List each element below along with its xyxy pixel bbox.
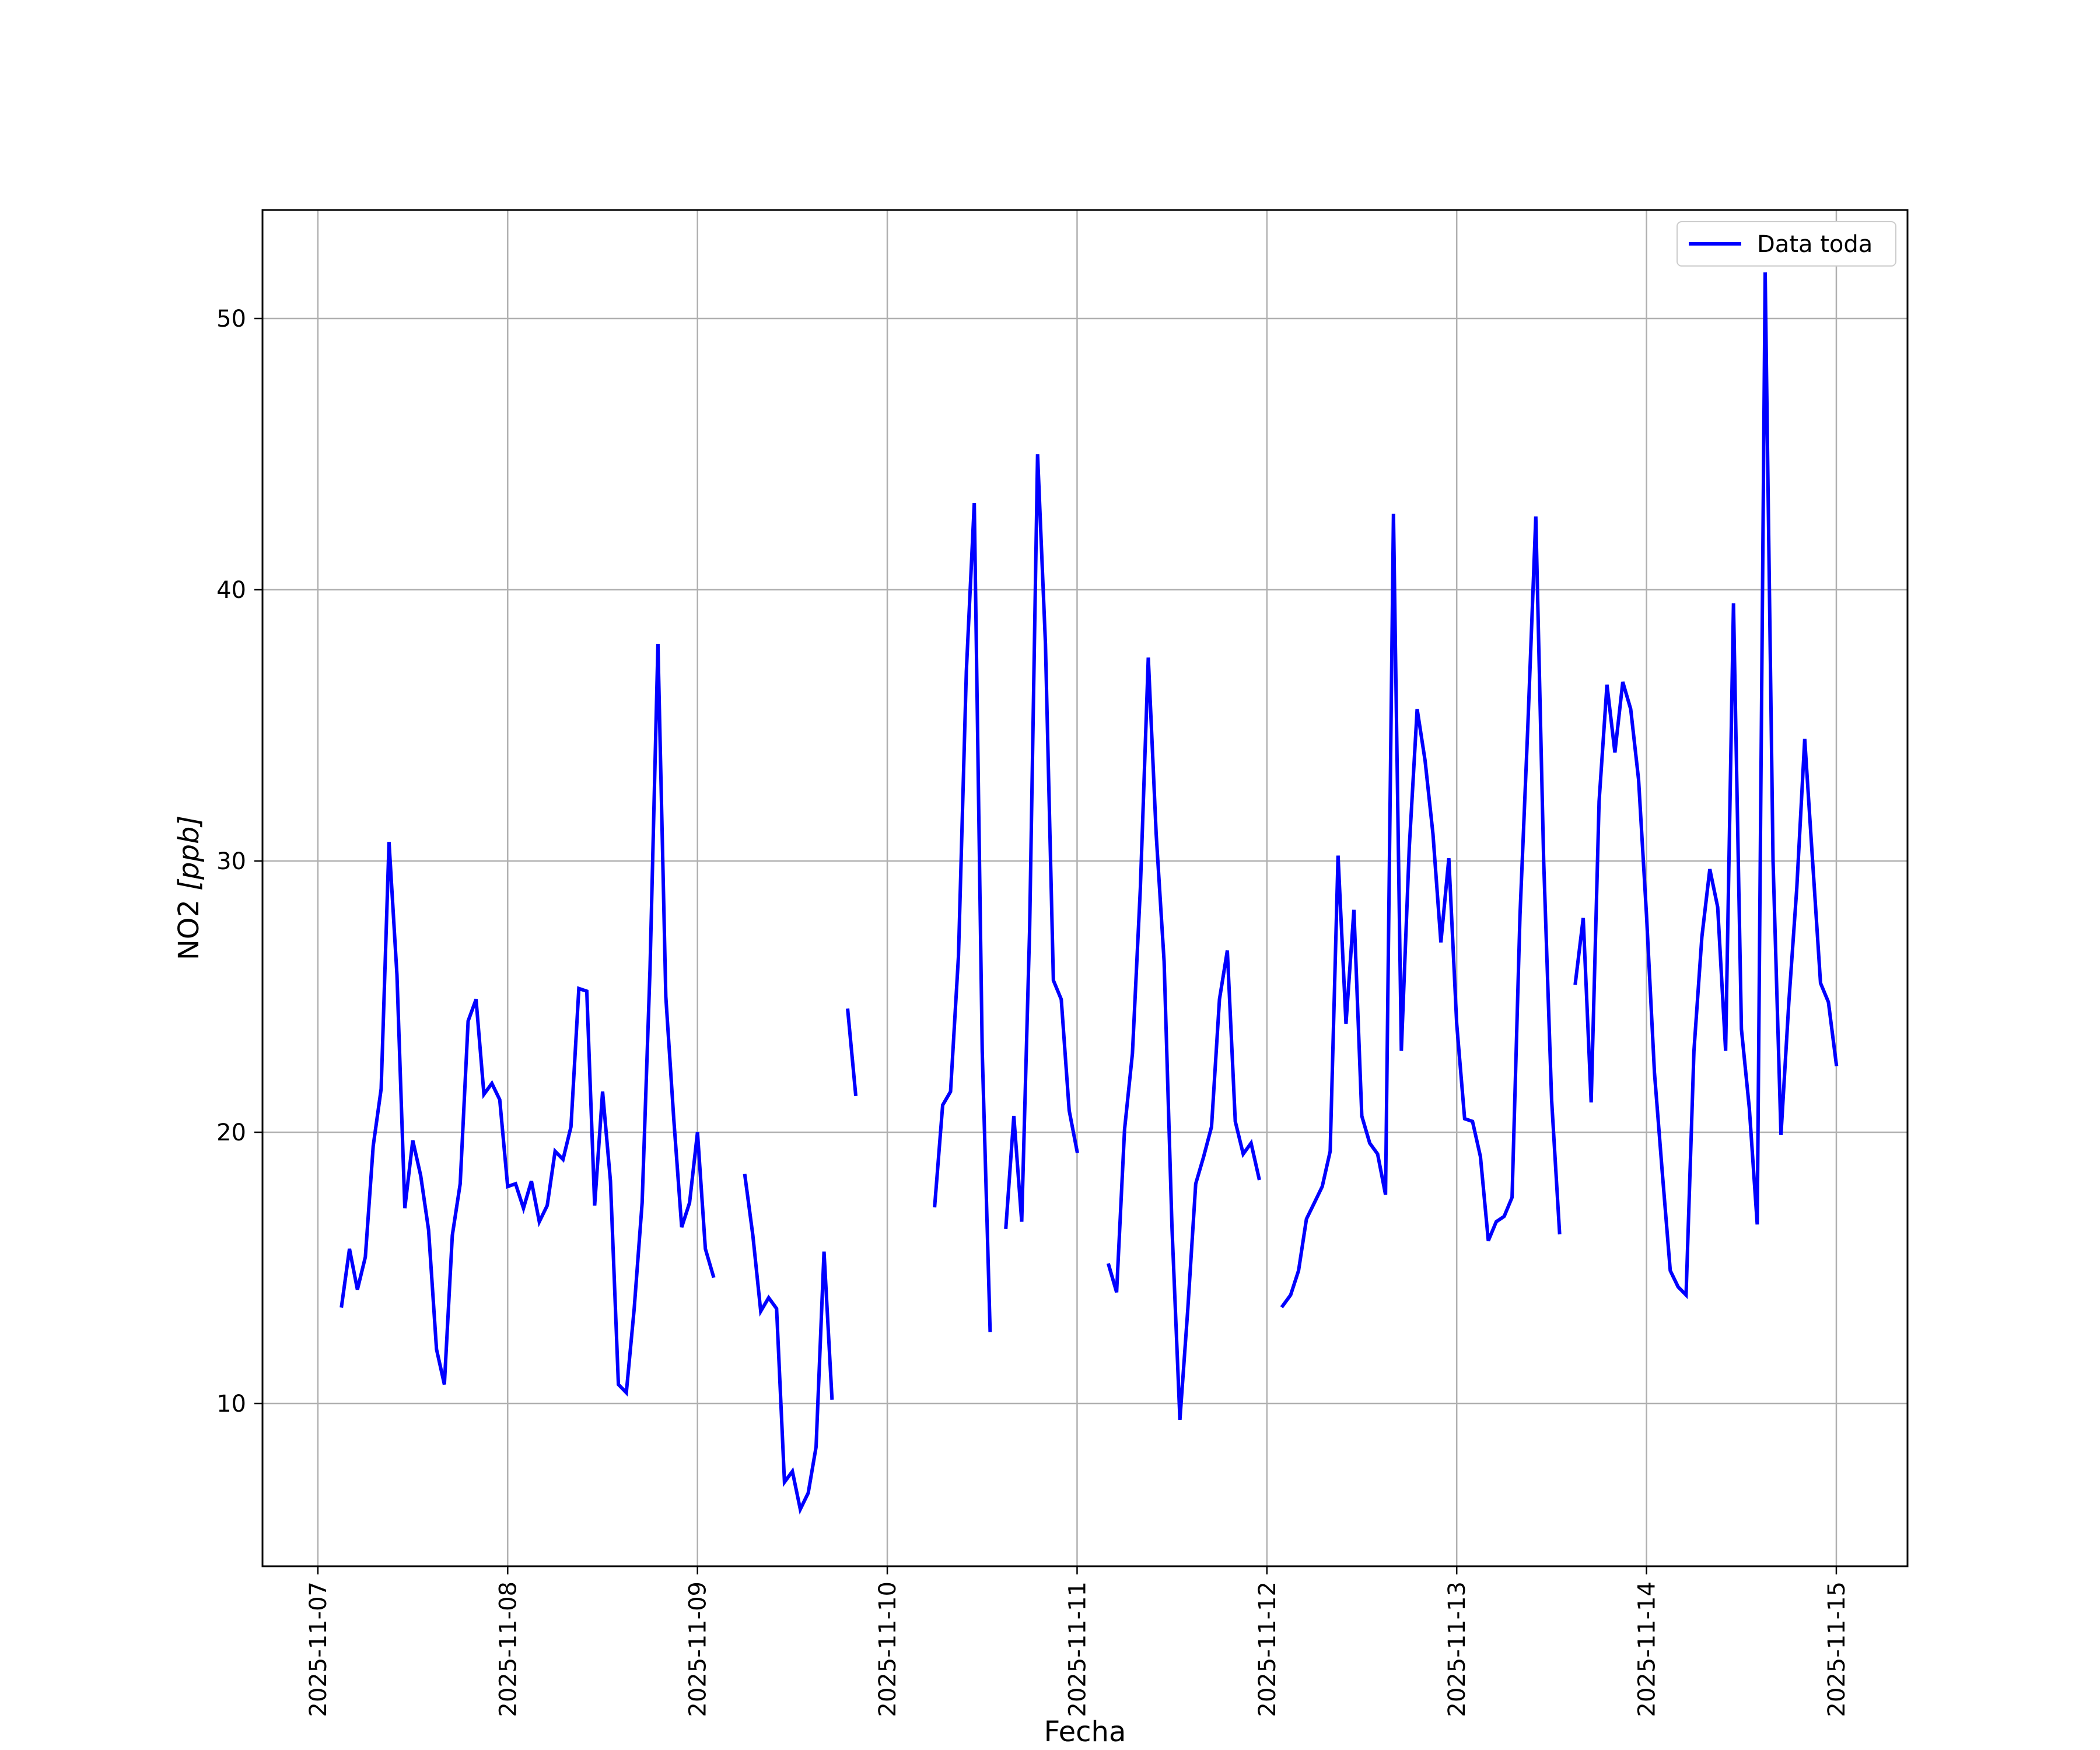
series-line-segment bbox=[1573, 272, 1839, 1300]
x-tick-label: 2025-11-13 bbox=[1444, 1581, 1471, 1717]
y-axis-label-unit: [ppb] bbox=[173, 816, 205, 891]
series-line-segment bbox=[1106, 657, 1261, 1420]
y-axis-label-main: NO2 bbox=[173, 891, 205, 960]
x-tick-label: 2025-11-07 bbox=[305, 1581, 332, 1717]
x-tick-label: 2025-11-08 bbox=[495, 1581, 522, 1717]
y-tick-label: 30 bbox=[216, 848, 246, 875]
x-tick-label: 2025-11-14 bbox=[1634, 1581, 1661, 1717]
legend-box bbox=[1676, 221, 1896, 267]
legend-label: Data toda bbox=[1757, 231, 1873, 258]
y-tick-label: 40 bbox=[216, 577, 246, 604]
x-tick-label: 2025-11-10 bbox=[874, 1581, 901, 1717]
legend[interactable]: Data toda bbox=[1676, 221, 1896, 267]
x-tick-label: 2025-11-15 bbox=[1824, 1581, 1850, 1717]
x-tick-label: 2025-11-12 bbox=[1254, 1581, 1281, 1717]
series-line-segment bbox=[1280, 513, 1562, 1308]
x-axis: 2025-11-07 2025-11-08 2025-11-09 2025-11-10… bbox=[305, 1566, 1850, 1717]
x-tick-label: 2025-11-11 bbox=[1064, 1581, 1091, 1717]
series-line-segment bbox=[340, 643, 716, 1397]
y-tick-label: 10 bbox=[216, 1391, 246, 1418]
series-line-segment bbox=[846, 1008, 858, 1097]
y-axis: 10 20 30 40 50 bbox=[216, 306, 262, 1418]
series-line-segment bbox=[933, 503, 992, 1332]
x-tick-label: 2025-11-09 bbox=[685, 1581, 712, 1717]
x-axis-label: Fecha bbox=[1044, 1716, 1126, 1748]
plot-area bbox=[262, 210, 1908, 1566]
y-tick-label: 20 bbox=[216, 1119, 246, 1146]
y-axis-label: NO2 [ppb] bbox=[173, 816, 205, 960]
series-line-segment bbox=[1004, 454, 1079, 1230]
grid-lines bbox=[262, 210, 1908, 1566]
plot-frame bbox=[261, 209, 1909, 1567]
series-line-segment bbox=[743, 1174, 834, 1515]
y-tick-label: 50 bbox=[216, 306, 246, 332]
data-series bbox=[340, 272, 1839, 1515]
